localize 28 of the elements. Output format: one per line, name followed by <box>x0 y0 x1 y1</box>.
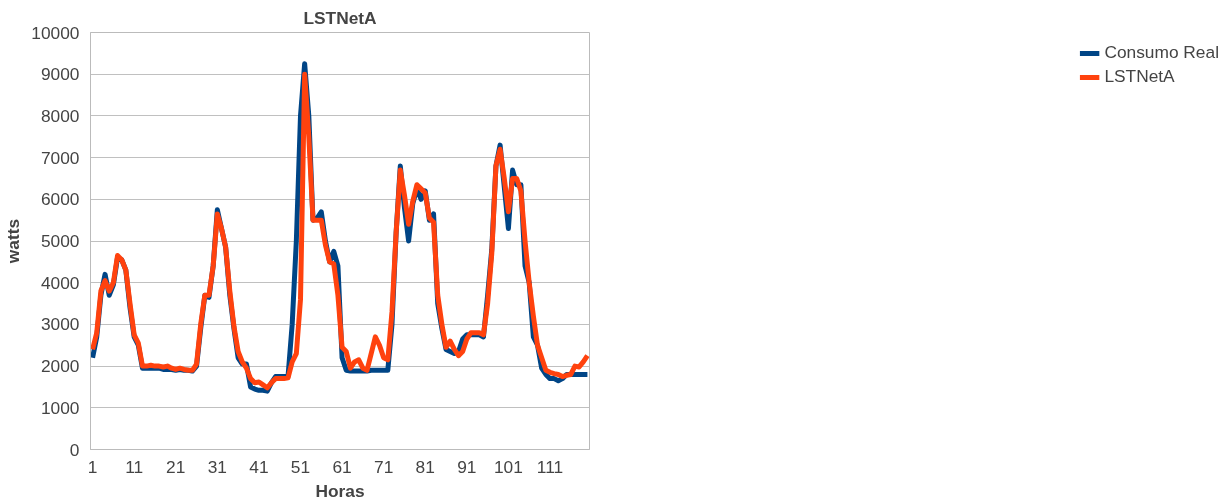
y-tick-label: 7000 <box>40 147 80 168</box>
x-tick-label: 21 <box>166 456 186 477</box>
y-tick-label: 8000 <box>40 105 80 126</box>
x-tick-label: 111 <box>536 456 564 477</box>
x-axis-title: Horas <box>315 480 365 501</box>
y-tick-label: 4000 <box>40 272 80 293</box>
y-tick-label: 1000 <box>40 397 80 418</box>
x-tick-label: 41 <box>249 456 269 477</box>
y-tick-label: 2000 <box>40 356 80 377</box>
x-tick-label: 31 <box>207 456 227 477</box>
chart-title: LSTNetA <box>303 7 378 28</box>
legend-label: Consumo Real <box>1104 42 1219 63</box>
x-tick-label: 11 <box>125 456 144 477</box>
y-tick-label: 0 <box>69 439 80 460</box>
y-tick-label: 9000 <box>40 64 80 85</box>
y-axis-title: watts <box>3 218 24 265</box>
x-tick-label: 81 <box>415 456 435 477</box>
x-tick-label: 91 <box>457 456 477 477</box>
y-tick-label: 6000 <box>40 189 80 210</box>
x-tick-label: 101 <box>493 456 523 477</box>
y-tick-label: 5000 <box>40 231 80 251</box>
y-tick-label: 10000 <box>31 22 80 43</box>
x-tick-label: 61 <box>332 456 352 477</box>
x-tick-label: 51 <box>290 456 311 477</box>
y-tick-label: 3000 <box>40 314 80 335</box>
legend-label: LSTNetA <box>1104 66 1175 87</box>
x-tick-label: 71 <box>374 456 394 477</box>
x-tick-label: 1 <box>87 456 98 477</box>
